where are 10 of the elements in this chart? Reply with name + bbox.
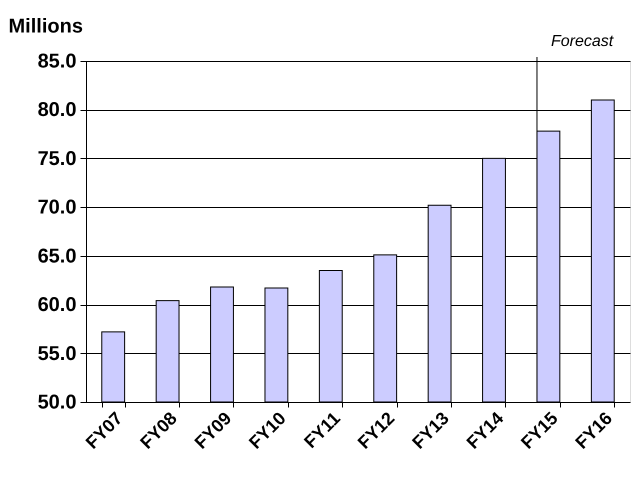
y-tick-label: 85.0: [38, 50, 76, 72]
y-axis-title: Millions: [8, 16, 83, 38]
y-tick-label: 65.0: [38, 245, 76, 268]
y-tick-label: 75.0: [38, 148, 76, 170]
y-tick-label: 60.0: [38, 294, 76, 316]
y-tick-label: 50.0: [38, 392, 76, 414]
y-tick-label: 70.0: [38, 196, 76, 219]
y-tick-label: 80.0: [38, 99, 76, 122]
y-tick-label: 55.0: [38, 342, 76, 365]
ref-line-label: Forecast: [550, 33, 614, 50]
